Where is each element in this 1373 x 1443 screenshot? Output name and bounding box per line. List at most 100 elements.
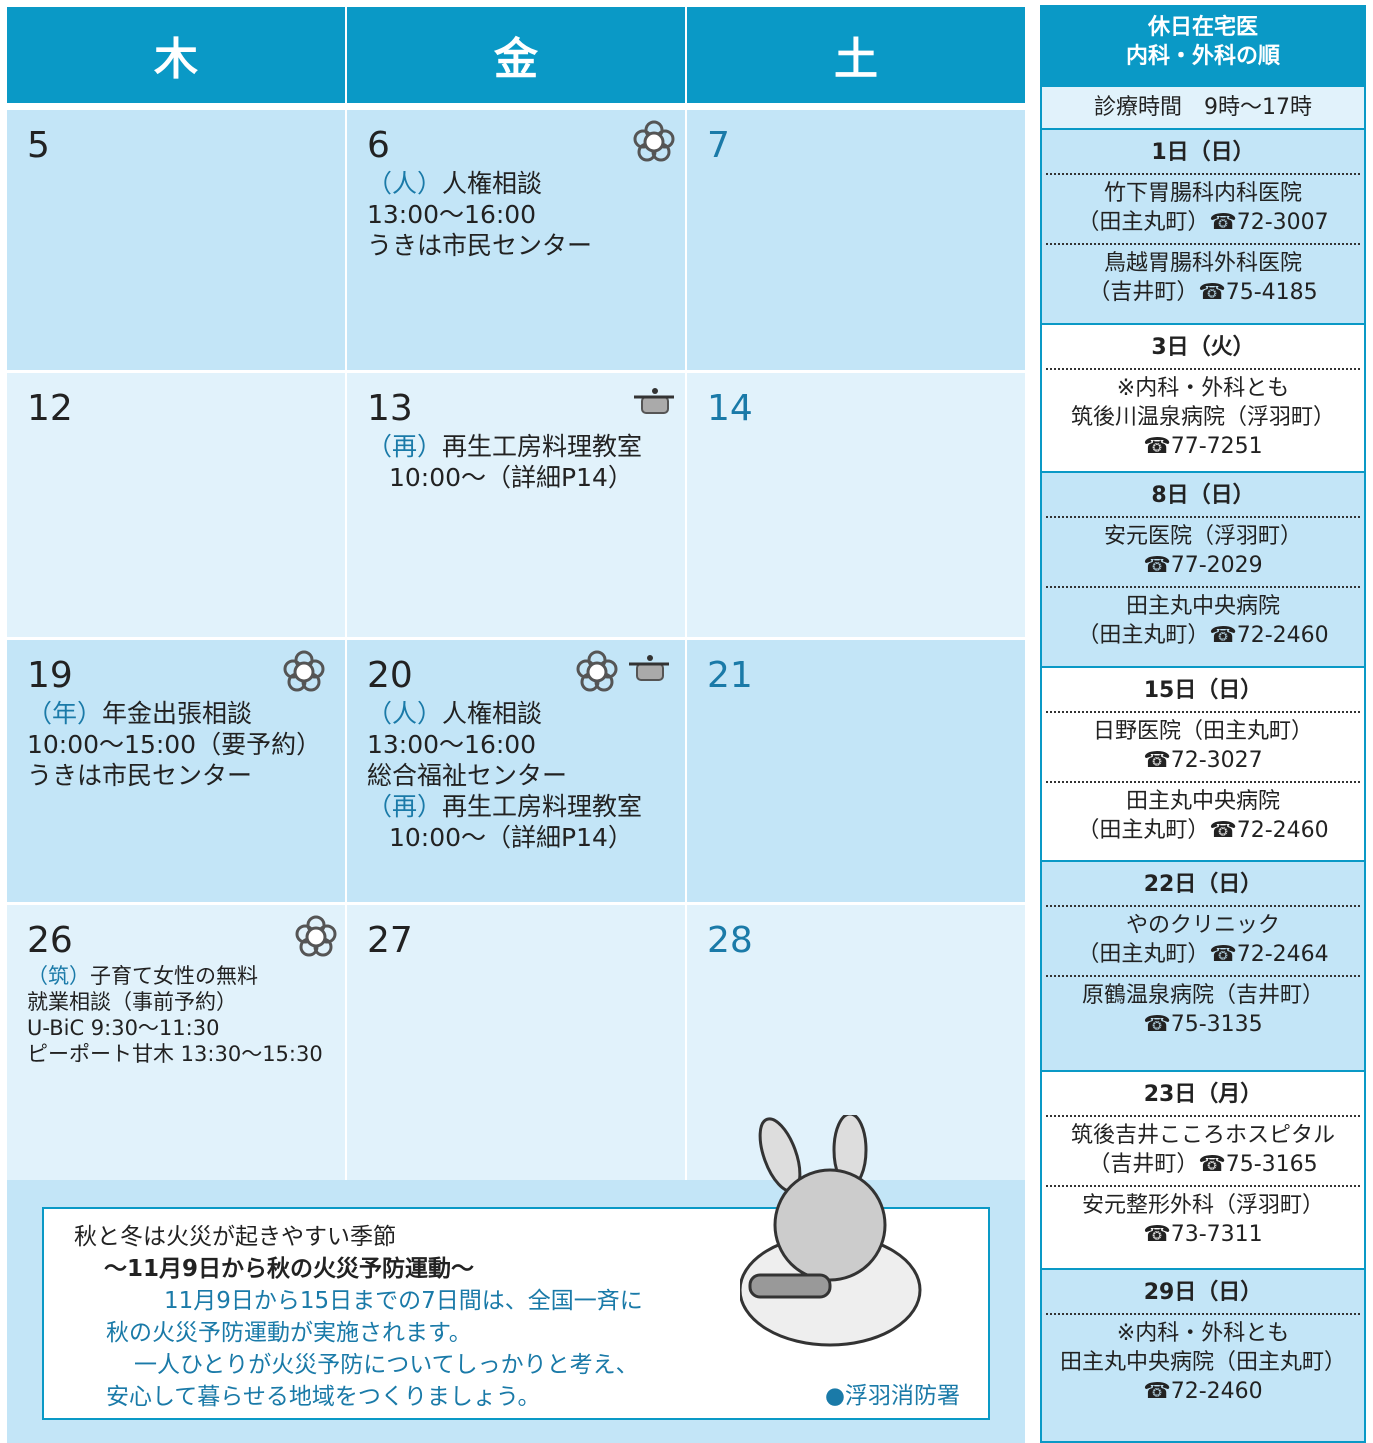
sidebar-title: 休日在宅医 [1147,15,1258,40]
day-number: 21 [707,655,753,696]
column-header: 金 [347,7,685,103]
entry-line: 日野医院（田主丸町） [1092,719,1313,744]
spacer [1042,461,1364,467]
notice-body: 11月9日から15日までの7日間は、全国一斉に [164,1288,643,1314]
event-tag: （人） [367,699,443,728]
entry-line: ※内科・外科とも [1116,376,1290,401]
day-number: 5 [27,125,50,166]
event-line: 10:00～15:00（要予約） [27,730,322,759]
sidebar-day: 29日（日） ※内科・外科とも田主丸中央病院（田主丸町） ☎72-2460 [1040,1270,1366,1443]
entry-line: 田主丸中央病院 [1125,789,1280,814]
event-title: （人）人権相談 [367,168,685,199]
spacer [1042,845,1364,851]
event-line: 13:00～16:00 [367,730,537,759]
event-tag: （再） [367,792,443,821]
flower-icon [295,915,337,957]
sidebar-day: 23日（月） 筑後吉井こころホスピタル （吉井町）☎75-3165 安元整形外科（浮羽… [1040,1072,1366,1270]
entry-line: 鳥越胃腸科外科医院 [1103,251,1302,276]
day-cell: 26 （筑）子育て女性の無料 就業相談（事前予約） U-BiC 9:30～11:30 ピ… [7,905,345,1180]
event-line: 総合福祉センター [367,761,568,790]
sidebar-day: 3日（火） ※内科・外科とも 筑後川温泉病院（浮羽町） ☎77-7251 [1040,325,1366,473]
spacer [1042,1249,1364,1255]
event-title: （筑）子育て女性の無料 [27,963,345,989]
day-cell: 5 [7,110,345,370]
day-cell: 20 （人）人権相談 13:00～16:00 総合福祉センター （再）再生工房料理教室 1… [347,640,685,902]
entry-line: 筑後吉井こころホスピタル [1070,1123,1335,1148]
notice-body: 安心して暮らせる地域をつくりましょう。 [106,1384,541,1410]
notice-box: 秋と冬は火災が起きやすい季節 ～11月9日から秋の火災予防運動～ 11月9日から15… [42,1207,990,1420]
event-text: 人権相談 [442,699,543,728]
day-cell: 6 （人）人権相談 13:00～16:00 うきは市民センター [347,110,685,370]
entry-line: 田主丸中央病院（田主丸町） [1059,1350,1346,1375]
event-text: 人権相談 [442,169,543,198]
dotted-divider [1046,516,1360,518]
dotted-divider [1046,173,1360,175]
dotted-divider [1046,368,1360,370]
sidebar-day: 1日（日） 竹下胃腸科内科医院 （田主丸町）☎72-3007 鳥越胃腸科外科医院 （吉井… [1040,130,1366,325]
dotted-divider [1046,711,1360,713]
entry-line: ☎72-3027 [1143,748,1263,773]
event-title: （年）年金出張相談 [27,698,345,729]
day-number: 13 [367,388,413,429]
event-title: （人）人権相談 [367,698,685,729]
event-line: うきは市民センター [367,231,593,260]
entry-line: 田主丸中央病院 [1125,594,1280,619]
day-number: 28 [707,920,753,961]
day-number: 6 [367,125,390,166]
flower-icon [283,650,325,692]
event-line: 10:00～（詳細P14） [389,823,633,852]
entry-line: （田主丸町）☎72-3007 [1077,210,1329,235]
event-line: 13:00～16:00 [367,200,537,229]
spacer [1042,650,1364,656]
spacer [1042,307,1364,313]
event-line: U-BiC 9:30～11:30 [27,1016,220,1040]
day-date: 29日（日） [1143,1280,1263,1305]
entry-line: 安元整形外科（浮羽町） [1081,1193,1324,1218]
entry-line: 竹下胃腸科内科医院 [1103,181,1302,206]
entry-line: （田主丸町）☎72-2460 [1077,818,1329,843]
event-text: 年金出張相談 [102,699,253,728]
event-text: 再生工房料理教室 [442,792,643,821]
day-date: 3日（火） [1151,335,1255,360]
event-line: 就業相談（事前予約） [27,990,237,1014]
day-number: 12 [27,388,73,429]
pot-icon [629,655,669,681]
entry-line: ☎72-2460 [1143,1379,1263,1404]
event-tag: （人） [367,169,443,198]
entry-line: （田主丸町）☎72-2460 [1077,623,1329,648]
day-number: 27 [367,920,413,961]
day-number: 14 [707,388,753,429]
sidebar-day: 15日（日） 日野医院（田主丸町） ☎72-3027 田主丸中央病院 （田主丸町）☎72… [1040,668,1366,862]
event-line: うきは市民センター [27,761,253,790]
event-line: ピーポート甘木 13:30～15:30 [27,1042,323,1066]
event-text: 子育て女性の無料 [90,964,258,988]
day-date: 8日（日） [1151,483,1255,508]
column-header: 土 [687,7,1025,103]
entry-line: ☎75-3135 [1143,1012,1263,1037]
dotted-divider [1046,1115,1360,1117]
dotted-divider [1046,1185,1360,1187]
day-cell: 27 [347,905,685,1180]
day-number: 7 [707,125,730,166]
sidebar-title: 内科・外科の順 [1125,44,1280,69]
sidebar-hours: 診療時間 9時～17時 [1040,85,1366,130]
day-cell: 7 [687,110,1025,370]
spacer [1042,1039,1364,1045]
entry-line: （吉井町）☎75-4185 [1088,280,1318,305]
dotted-divider [1046,975,1360,977]
day-date: 22日（日） [1143,872,1263,897]
sidebar-day: 22日（日） やのクリニック （田主丸町）☎72-2464 原鶴温泉病院（吉井町） ☎7… [1040,862,1366,1072]
entry-line: 筑後川温泉病院（浮羽町） [1070,405,1335,430]
event-tag: （再） [367,432,443,461]
day-number: 20 [367,655,413,696]
mascot [740,1115,922,1347]
dotted-divider [1046,243,1360,245]
spacer [1042,1406,1364,1412]
entry-line: （吉井町）☎75-3165 [1088,1152,1318,1177]
event-title: （再）再生工房料理教室 [367,791,685,822]
day-cell: 13 （再）再生工房料理教室 10:00～（詳細P14） [347,373,685,637]
dotted-divider [1046,905,1360,907]
entry-line: （田主丸町）☎72-2464 [1077,942,1329,967]
entry-line: ※内科・外科とも [1116,1321,1290,1346]
notice-title: 秋と冬は火災が起きやすい季節 [74,1224,396,1250]
